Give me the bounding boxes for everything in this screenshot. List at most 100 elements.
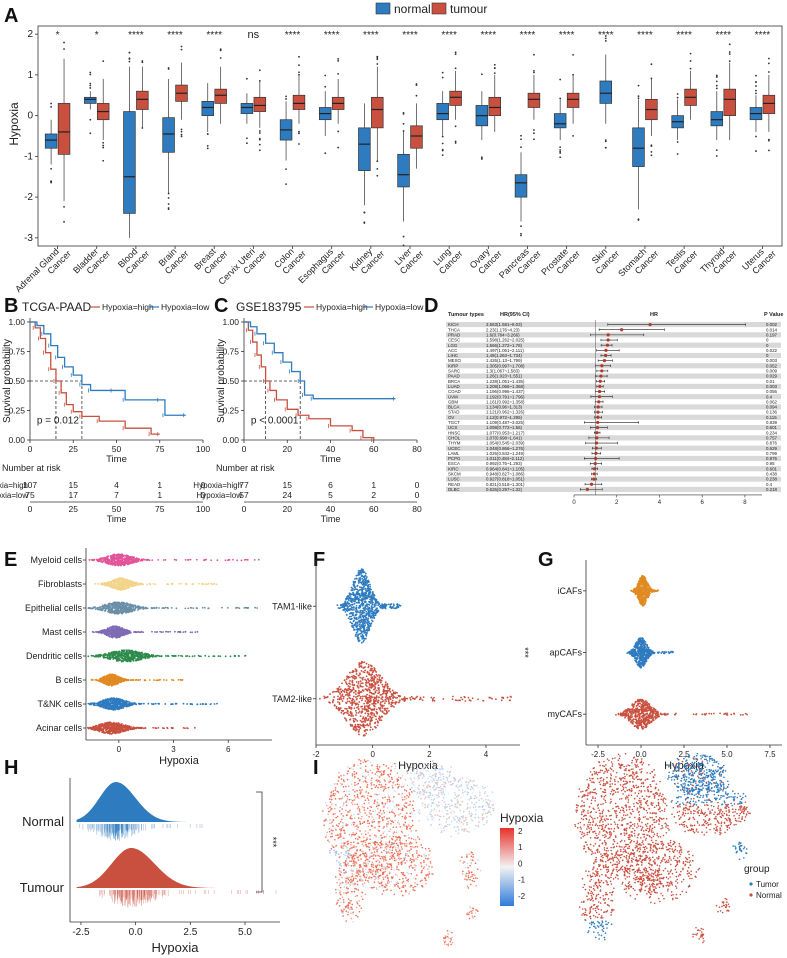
panel-e-point	[94, 582, 97, 585]
panel-a-significance: ****	[441, 30, 457, 41]
panel-a-x-tick-label: LiverCancer	[391, 241, 426, 276]
panel-d-row-ci: 0.948(0.827~1.086)	[486, 472, 525, 477]
panel-e-point	[229, 655, 232, 658]
panel-b-x-tick-label: 50	[112, 444, 122, 454]
panel-e-point	[132, 561, 134, 564]
panel-d-row-p: 0.438	[766, 472, 778, 477]
panel-e-point	[132, 631, 135, 633]
panel-d-row-ci: 0.821(0.518~1.301)	[486, 482, 525, 487]
panel-e-x-label: Hypoxia	[159, 755, 200, 767]
panel-d-row-ci: 1.6(0.784~3.266)	[486, 332, 520, 337]
panel-e-point	[125, 602, 128, 605]
panel-a-significance: ****	[520, 30, 536, 41]
panel-e-point	[114, 578, 117, 581]
panel-e-point	[125, 656, 128, 659]
panel-a-outlier-tumour	[533, 132, 535, 135]
panel-e-point	[116, 679, 118, 682]
panel-d-row-shade	[446, 404, 781, 410]
panel-e-point	[117, 563, 120, 565]
panel-d-row-name: PAAD	[448, 374, 460, 379]
panel-e-point	[142, 583, 144, 586]
panel-a-outlier-tumour	[533, 129, 535, 131]
panel-e-point	[124, 606, 127, 609]
panel-e-point	[155, 631, 158, 634]
panel-e-point	[102, 725, 105, 728]
panel-e-point	[245, 558, 248, 561]
panel-e-point	[105, 683, 107, 686]
panel-a-outlier-tumour	[141, 60, 144, 62]
panel-e-point	[140, 702, 143, 705]
panel-e-point	[102, 700, 105, 703]
panel-e-point	[202, 583, 205, 586]
panel-e-point	[126, 650, 128, 652]
panel-e-point	[113, 561, 116, 563]
panel-d-row-ci: 1.109(0.487~3.025)	[486, 420, 525, 425]
panel-c-risk-value: 15	[283, 480, 293, 490]
panel-e-point	[123, 608, 126, 611]
panel-e-point	[112, 730, 115, 733]
panel-a-outlier-normal	[715, 80, 718, 83]
panel-e-point	[174, 702, 177, 705]
panel-b-y-tick-label: 0.25	[8, 406, 25, 416]
panel-e-point	[134, 606, 137, 609]
panel-a-outlier-normal	[324, 152, 327, 155]
panel-e-point	[144, 727, 147, 730]
panel-b-risk-title: Number at risk	[2, 463, 61, 473]
panel-e-point	[119, 610, 121, 612]
panel-e-point	[128, 586, 131, 589]
panel-a-outlier-tumour	[493, 63, 496, 66]
panel-e-point	[94, 608, 97, 610]
panel-e-point	[126, 563, 129, 565]
panel-e-point	[109, 563, 112, 566]
panel-e-point	[113, 657, 116, 660]
panel-a-outlier-normal	[676, 96, 679, 99]
panel-d-row-ci: 1.228(1.051~1.435)	[486, 379, 525, 384]
panel-b-y-label: Survival probability	[2, 339, 13, 423]
panel-e-point	[135, 659, 138, 662]
panel-e-group-label: Mast cells	[42, 627, 83, 637]
panel-e-point	[118, 578, 121, 581]
panel-e-point	[129, 605, 132, 607]
panel-e-point	[113, 602, 116, 605]
panel-d-row-p: 0.029	[766, 374, 778, 379]
legend-label-tumour: tumour	[450, 2, 487, 16]
panel-e-point	[118, 659, 121, 662]
panel-e-point	[107, 723, 110, 725]
panel-e-point	[112, 697, 115, 700]
panel-e-x-tick-label: 3	[171, 745, 176, 754]
panel-e-point	[110, 701, 113, 704]
panel-e-point	[137, 607, 140, 610]
panel-e-point	[243, 559, 246, 561]
panel-e-point	[126, 561, 128, 564]
panel-e-point	[126, 726, 129, 729]
panel-e-point	[101, 702, 104, 705]
panel-b-risk-value: 7	[114, 490, 119, 500]
panel-c-risk-value: 57	[239, 490, 249, 500]
panel-e-point	[126, 584, 128, 587]
panel-e-point	[103, 706, 106, 709]
panel-e-point	[111, 579, 114, 582]
panel-e-point	[107, 608, 110, 611]
panel-e-point	[143, 702, 145, 705]
panel-e-point	[104, 723, 107, 725]
panel-e-point	[118, 707, 121, 710]
panel-c-x-tick-label: 60	[369, 444, 379, 454]
panel-a-outlier-tumour	[533, 138, 535, 141]
panel-e-point	[165, 679, 168, 681]
panel-e-point	[123, 726, 126, 728]
panel-e-point	[128, 657, 131, 659]
panel-d-hr-point	[585, 487, 589, 491]
panel-a-significance: ****	[676, 30, 692, 41]
panel-e-point	[127, 603, 130, 605]
panel-a-outlier-normal	[559, 156, 562, 159]
panel-e-point	[115, 659, 118, 662]
panel-d-row-shade	[446, 414, 781, 420]
panel-a-x-tick-label: BloodCancer	[116, 241, 151, 276]
panel-a-outlier-tumour	[650, 145, 653, 148]
panel-a-significance: ****	[637, 30, 653, 41]
panel-e-point	[99, 608, 102, 611]
panel-e-point	[113, 554, 116, 557]
panel-e-point	[111, 654, 113, 657]
panel-a-outlier-tumour	[689, 52, 692, 55]
